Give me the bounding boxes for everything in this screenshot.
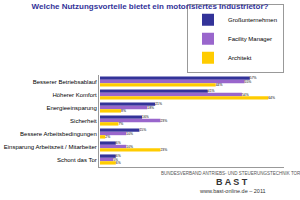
svg-text:Welche Nutzungsvorteile bietet: Welche Nutzungsvorteile bietet ein motor… [32, 2, 269, 11]
svg-text:23%: 23% [160, 119, 167, 123]
svg-text:16%: 16% [142, 115, 149, 119]
svg-text:54%: 54% [242, 93, 249, 97]
svg-text:BUNDESVERBAND ANTRIEBS- UND ST: BUNDESVERBAND ANTRIEBS- UND STEUERUNGSTE… [161, 171, 300, 176]
svg-text:Energieeinsparung: Energieeinsparung [46, 105, 96, 111]
svg-text:Besserer Betriebsablauf: Besserer Betriebsablauf [33, 79, 97, 85]
svg-text:55%: 55% [245, 80, 252, 84]
svg-text:Großunternehmen: Großunternehmen [228, 17, 277, 23]
svg-text:2%: 2% [105, 135, 110, 139]
svg-text:Einsparung Arbeitszeit / Mitar: Einsparung Arbeitszeit / Mitarbeiter [4, 144, 97, 150]
svg-text:6%: 6% [116, 161, 121, 165]
svg-text:8%: 8% [121, 109, 126, 113]
svg-text:10%: 10% [126, 145, 133, 149]
svg-text:41%: 41% [208, 89, 215, 93]
svg-text:57%: 57% [250, 76, 257, 80]
svg-text:44%: 44% [216, 83, 223, 87]
svg-text:Sicherheit: Sicherheit [70, 118, 97, 124]
svg-text:64%: 64% [268, 96, 275, 100]
svg-text:B A S T: B A S T [216, 177, 248, 187]
svg-text:Bessere Arbeitsbedingungen: Bessere Arbeitsbedingungen [20, 131, 97, 137]
svg-text:Höherer Komfort: Höherer Komfort [52, 92, 97, 98]
svg-text:21%: 21% [155, 102, 162, 106]
svg-text:10%: 10% [126, 132, 133, 136]
svg-text:6%: 6% [116, 141, 121, 145]
svg-text:5%: 5% [113, 158, 118, 162]
svg-text:18%: 18% [147, 106, 154, 110]
svg-text:6%: 6% [116, 154, 121, 158]
svg-text:7%: 7% [118, 122, 123, 126]
svg-text:23%: 23% [160, 148, 167, 152]
svg-text:15%: 15% [139, 128, 146, 132]
svg-text:Facility Manager: Facility Manager [228, 36, 272, 42]
svg-text:Schont das Tor: Schont das Tor [57, 157, 97, 163]
svg-text:www.bast-online.de – 2011: www.bast-online.de – 2011 [199, 188, 266, 194]
svg-text:Architekt: Architekt [228, 55, 252, 61]
